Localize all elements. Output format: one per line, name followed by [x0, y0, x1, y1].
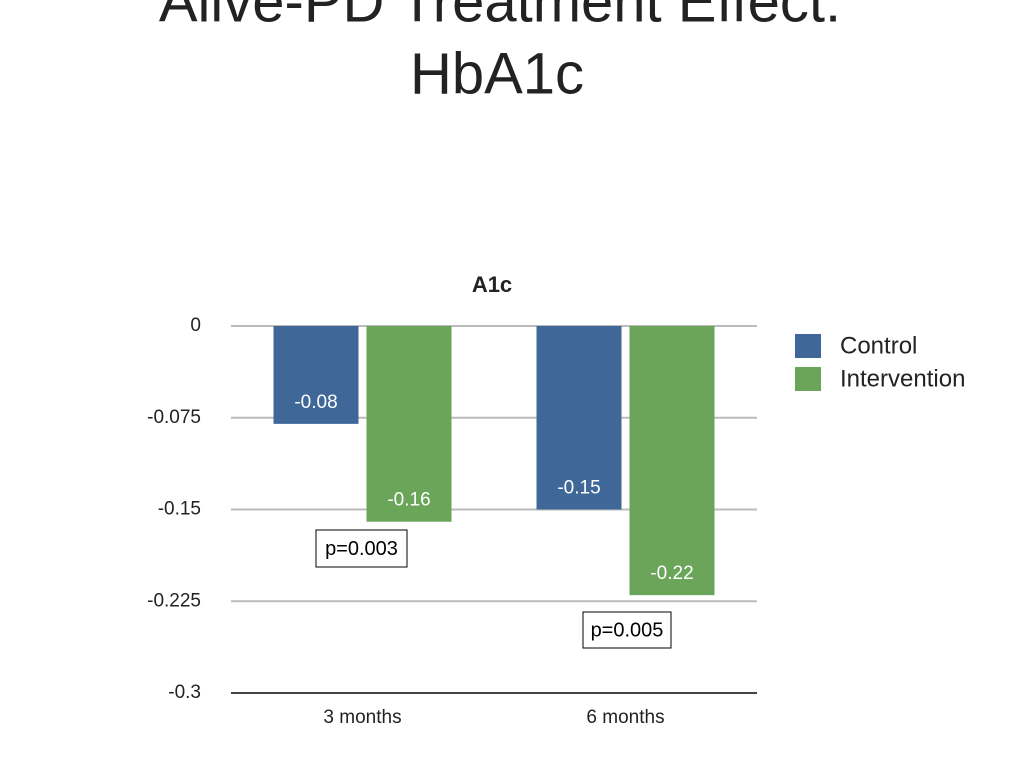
- x-tick-label: 6 months: [586, 707, 664, 728]
- data-label: -0.15: [557, 478, 600, 499]
- slide-title: HbA1c: [410, 41, 584, 106]
- bar: [536, 326, 622, 510]
- legend-label: Intervention: [840, 365, 965, 392]
- chart-title: A1c: [472, 272, 512, 297]
- bar: [273, 326, 359, 424]
- legend-swatch: [795, 334, 821, 358]
- y-tick-label: -0.15: [158, 499, 201, 520]
- y-tick-label: -0.3: [168, 682, 201, 703]
- legend-swatch: [795, 367, 821, 391]
- annotation: p=0.003: [325, 538, 398, 560]
- slide-title: Alive-PD Treatment Effect:: [159, 0, 841, 34]
- data-label: -0.16: [387, 490, 430, 511]
- y-tick-label: 0: [190, 315, 201, 336]
- bar: [629, 326, 715, 596]
- legend-label: Control: [840, 332, 917, 359]
- bar: [366, 326, 452, 522]
- y-tick-label: -0.075: [147, 407, 201, 428]
- annotation-box: [315, 529, 408, 568]
- data-label: -0.08: [294, 392, 337, 413]
- y-tick-label: -0.225: [147, 590, 201, 611]
- data-label: -0.22: [650, 563, 693, 584]
- annotation-box: [582, 611, 672, 649]
- x-tick-label: 3 months: [323, 707, 401, 728]
- annotation: p=0.005: [591, 619, 664, 641]
